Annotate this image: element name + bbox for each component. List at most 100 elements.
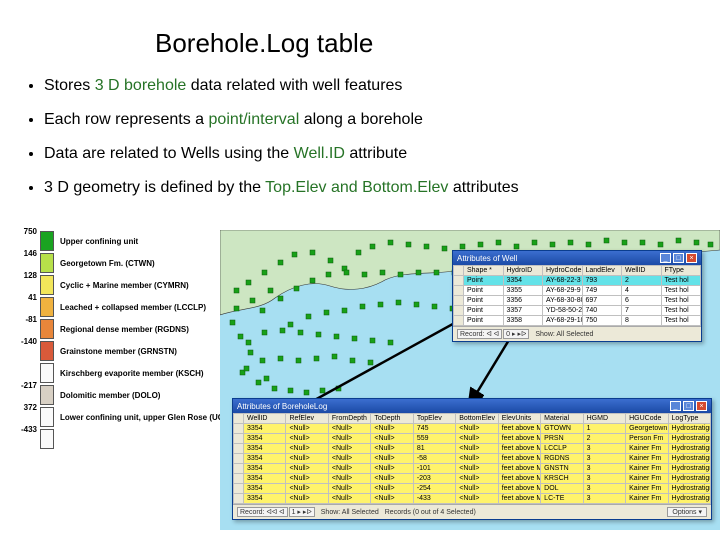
well-point[interactable]	[256, 380, 261, 385]
table-row[interactable]: 3354<Null><Null><Null>-433<Null>feet abo…	[234, 494, 711, 504]
well-point[interactable]	[262, 330, 267, 335]
table-row[interactable]: Point3355AY-68-29-97494Test hol	[454, 286, 701, 296]
well-point[interactable]	[248, 350, 253, 355]
well-point[interactable]	[406, 242, 411, 247]
well-point[interactable]	[278, 260, 283, 265]
well-point[interactable]	[310, 278, 315, 283]
stratigraphy-legend: 750Upper confining unit146Georgetown Fm.…	[18, 230, 243, 450]
table-row[interactable]: 3354<Null><Null><Null>745<Null>feet abov…	[234, 424, 711, 434]
well-point[interactable]	[568, 240, 573, 245]
well-point[interactable]	[380, 270, 385, 275]
well-point[interactable]	[250, 298, 255, 303]
well-point[interactable]	[532, 240, 537, 245]
well-point[interactable]	[586, 242, 591, 247]
legend-row: -140Grainstone member (GRNSTN)	[18, 340, 243, 362]
table-row[interactable]: 3354<Null><Null><Null>-58<Null>feet abov…	[234, 454, 711, 464]
well-point[interactable]	[326, 272, 331, 277]
table-row[interactable]: 3354<Null><Null><Null>559<Null>feet abov…	[234, 434, 711, 444]
well-point[interactable]	[658, 242, 663, 247]
close-icon[interactable]: ×	[696, 401, 707, 411]
column-header[interactable]: ToDepth	[371, 414, 413, 424]
window-titlebar[interactable]: Attributes of BoreholeLog _ □ ×	[233, 399, 711, 413]
column-header[interactable]: FType	[661, 266, 701, 276]
close-icon[interactable]: ×	[686, 253, 697, 263]
well-point[interactable]	[328, 258, 333, 263]
column-header[interactable]: ElevUnits	[498, 414, 540, 424]
well-point[interactable]	[478, 242, 483, 247]
column-header[interactable]: FromDepth	[328, 414, 370, 424]
minimize-icon[interactable]: _	[660, 253, 671, 263]
well-point[interactable]	[246, 340, 251, 345]
table-row[interactable]: 3354<Null><Null><Null>-254<Null>feet abo…	[234, 484, 711, 494]
window-titlebar[interactable]: Attributes of Well _ □ ×	[453, 251, 701, 265]
well-grid[interactable]: Shape *HydroIDHydroCodeLandElevWellIDFTy…	[453, 265, 701, 326]
column-header[interactable]: HydroCode	[543, 266, 583, 276]
table-row[interactable]: Point3356AY-68-30-8036976Test hol	[454, 296, 701, 306]
record-nav[interactable]: Record: ᐊ ᐊ0 ▸ ▸ᐅ	[457, 329, 529, 339]
well-point[interactable]	[356, 250, 361, 255]
well-point[interactable]	[370, 244, 375, 249]
composite-figure: 750Upper confining unit146Georgetown Fm.…	[0, 230, 720, 540]
minimize-icon[interactable]: _	[670, 401, 681, 411]
column-header[interactable]: LandElev	[582, 266, 622, 276]
column-header[interactable]: LogType	[668, 414, 710, 424]
well-point[interactable]	[244, 366, 249, 371]
log-grid[interactable]: WellIDRefElevFromDepthToDepthTopElevBott…	[233, 413, 711, 504]
well-point[interactable]	[640, 240, 645, 245]
column-header[interactable]: RefElev	[286, 414, 328, 424]
well-point[interactable]	[234, 288, 239, 293]
column-header[interactable]: WellID	[622, 266, 662, 276]
well-point[interactable]	[416, 270, 421, 275]
well-point[interactable]	[604, 238, 609, 243]
table-row[interactable]: Point3358AY-68-29-1037508Test hol	[454, 316, 701, 326]
column-header[interactable]: HGUCode	[626, 414, 668, 424]
maximize-icon[interactable]: □	[673, 253, 684, 263]
well-point[interactable]	[434, 270, 439, 275]
column-header[interactable]: Material	[541, 414, 583, 424]
options-button[interactable]: Options ▾	[667, 507, 707, 517]
well-point[interactable]	[264, 376, 269, 381]
table-row[interactable]: 3354<Null><Null><Null>-101<Null>feet abo…	[234, 464, 711, 474]
well-point[interactable]	[496, 240, 501, 245]
well-point[interactable]	[344, 270, 349, 275]
well-point[interactable]	[424, 244, 429, 249]
well-point[interactable]	[234, 306, 239, 311]
well-point[interactable]	[550, 242, 555, 247]
well-point[interactable]	[246, 280, 251, 285]
well-point[interactable]	[310, 250, 315, 255]
table-row[interactable]: 3354<Null><Null><Null>-203<Null>feet abo…	[234, 474, 711, 484]
well-point[interactable]	[694, 240, 699, 245]
well-point[interactable]	[230, 320, 235, 325]
well-point[interactable]	[260, 308, 265, 313]
well-point[interactable]	[676, 238, 681, 243]
column-header[interactable]: WellID	[244, 414, 286, 424]
well-attributes-window[interactable]: Attributes of Well _ □ × Shape *HydroIDH…	[452, 250, 702, 342]
column-header[interactable]: TopElev	[413, 414, 455, 424]
column-header[interactable]: HGMD	[583, 414, 625, 424]
table-row[interactable]: Point3354AY-68-22-37932Test hol	[454, 276, 701, 286]
bullet-item: Each row represents a point/interval alo…	[44, 111, 720, 129]
well-point[interactable]	[388, 240, 393, 245]
well-point[interactable]	[362, 272, 367, 277]
record-nav[interactable]: Record: ᐊᐊ ᐊ1 ▸ ▸ᐅ	[237, 507, 315, 517]
bullet-item: Stores 3 D borehole data related with we…	[44, 77, 720, 95]
well-point[interactable]	[708, 242, 713, 247]
well-point[interactable]	[292, 252, 297, 257]
well-point[interactable]	[442, 246, 447, 251]
well-point[interactable]	[514, 244, 519, 249]
column-header[interactable]: Shape *	[464, 266, 504, 276]
boreholelog-window[interactable]: Attributes of BoreholeLog _ □ × WellIDRe…	[232, 398, 712, 520]
maximize-icon[interactable]: □	[683, 401, 694, 411]
table-row[interactable]: 3354<Null><Null><Null>81<Null>feet above…	[234, 444, 711, 454]
well-point[interactable]	[260, 358, 265, 363]
grid-statusbar: Record: ᐊ ᐊ0 ▸ ▸ᐅ Show: All Selected	[453, 326, 701, 341]
column-header[interactable]: HydroID	[503, 266, 543, 276]
column-header[interactable]: BottomElev	[456, 414, 498, 424]
table-row[interactable]: Point3357YD-58-50-2167407Test hol	[454, 306, 701, 316]
well-point[interactable]	[622, 240, 627, 245]
well-point[interactable]	[460, 244, 465, 249]
bullet-item: 3 D geometry is defined by the Top.Elev …	[44, 179, 720, 197]
well-point[interactable]	[398, 272, 403, 277]
well-point[interactable]	[238, 334, 243, 339]
well-point[interactable]	[262, 270, 267, 275]
